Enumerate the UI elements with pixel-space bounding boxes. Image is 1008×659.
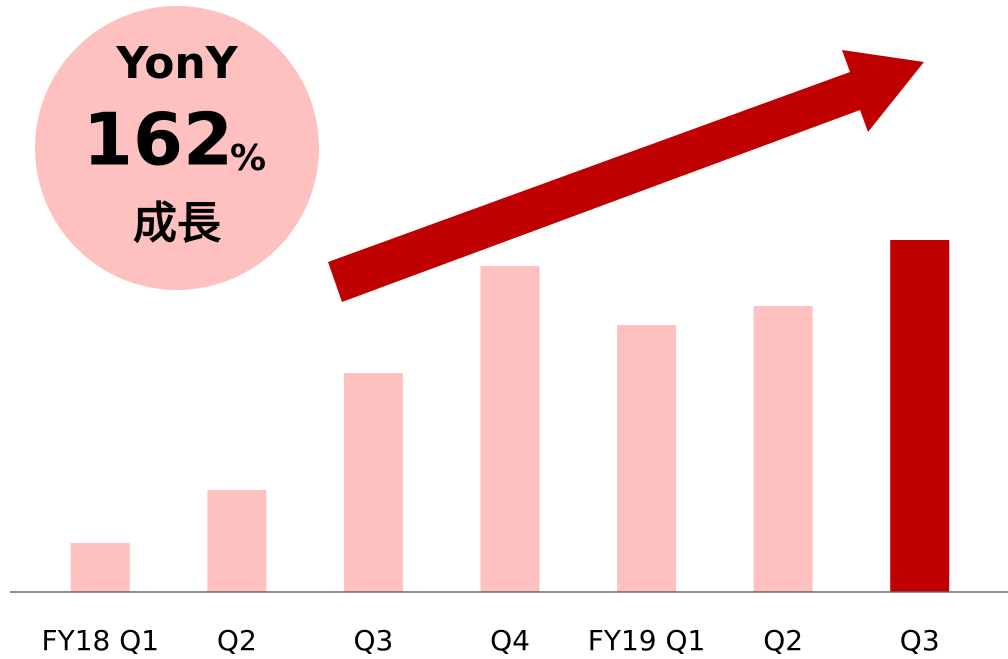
x-tick-label: Q3 bbox=[353, 624, 393, 657]
bar bbox=[617, 325, 677, 592]
badge-growth: 162 bbox=[83, 98, 233, 182]
bar bbox=[890, 240, 950, 592]
badge-circle bbox=[35, 6, 319, 290]
x-tick-label: Q2 bbox=[763, 624, 803, 657]
trend-arrow bbox=[328, 50, 924, 302]
bar bbox=[70, 543, 130, 592]
badge-unit: % bbox=[230, 138, 266, 179]
bar bbox=[207, 490, 267, 592]
bar bbox=[480, 266, 540, 592]
x-tick-label: Q4 bbox=[490, 624, 530, 657]
x-tick-label: Q2 bbox=[217, 624, 257, 657]
badge-bottom: 成長 bbox=[133, 198, 222, 249]
x-tick-label: Q3 bbox=[900, 624, 940, 657]
x-tick-label: FY19 Q1 bbox=[588, 624, 706, 657]
bar bbox=[343, 373, 403, 592]
bar bbox=[753, 306, 813, 592]
x-tick-label: FY18 Q1 bbox=[41, 624, 159, 657]
badge-top: YonY bbox=[115, 38, 238, 89]
